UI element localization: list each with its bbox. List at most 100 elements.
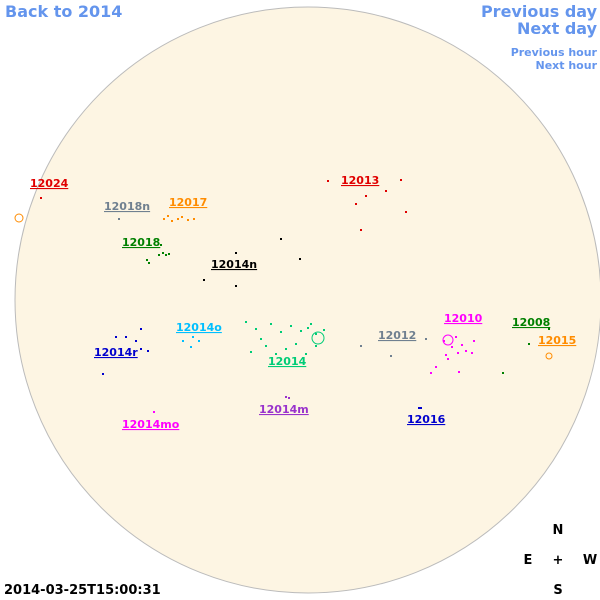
sunspot — [430, 372, 432, 374]
region-label[interactable]: 12014mo — [122, 418, 180, 431]
sunspot — [305, 353, 307, 355]
region-label[interactable]: 12008 — [512, 316, 550, 329]
sunspot — [548, 328, 550, 330]
sunspot — [418, 407, 420, 409]
timestamp: 2014-03-25T15:00:31 — [4, 583, 161, 598]
compass-east: E — [524, 553, 533, 568]
sunspot — [147, 350, 149, 352]
sunspot — [40, 197, 42, 199]
sunspot — [187, 219, 189, 221]
region-label[interactable]: 12014 — [268, 355, 307, 368]
compass-north: N — [553, 523, 564, 538]
sunspot — [455, 336, 457, 338]
compass-center: + — [553, 553, 564, 568]
sunspot — [165, 254, 167, 256]
sunspot — [146, 259, 148, 261]
region-label[interactable]: 12010 — [444, 312, 483, 325]
sunspot — [245, 321, 247, 323]
sunspot — [360, 229, 362, 231]
region-label[interactable]: 12014n — [211, 258, 257, 271]
sunspot — [405, 211, 407, 213]
sunspot — [288, 397, 290, 399]
sunspot — [420, 407, 422, 409]
region-label[interactable]: 12024 — [30, 177, 69, 190]
sunspot — [461, 344, 463, 346]
sunspot — [323, 329, 325, 331]
previous-day-link[interactable]: Previous day — [481, 2, 598, 21]
sunspot — [177, 218, 179, 220]
sunspot — [190, 346, 192, 348]
back-link[interactable]: Back to 2014 — [5, 2, 122, 21]
sunspot — [435, 366, 437, 368]
sunspot — [451, 346, 453, 348]
region-label[interactable]: 12018n — [104, 200, 150, 213]
sunspot — [385, 190, 387, 192]
sunspot — [365, 195, 367, 197]
sunspot — [425, 338, 427, 340]
sunspot — [285, 396, 287, 398]
sunspot — [471, 352, 473, 354]
sunspot — [300, 330, 302, 332]
sunspot — [250, 351, 252, 353]
sunspot — [260, 338, 262, 340]
compass-west: W — [583, 553, 597, 568]
region-label[interactable]: 12012 — [378, 329, 416, 342]
sunspot — [265, 345, 267, 347]
region-label[interactable]: 12014r — [94, 346, 138, 359]
sunspot — [502, 372, 504, 374]
sunspot — [447, 358, 449, 360]
region-label[interactable]: 12017 — [169, 196, 207, 209]
sunspot — [307, 327, 309, 329]
sunspot — [355, 203, 357, 205]
sunspot — [315, 345, 317, 347]
next-hour-link[interactable]: Next hour — [536, 59, 598, 72]
sunspot-umbra — [545, 352, 553, 360]
sunspot-umbra — [442, 334, 454, 346]
next-day-link[interactable]: Next day — [517, 19, 598, 38]
sunspot — [193, 218, 195, 220]
sunspot — [235, 285, 237, 287]
sunspot — [327, 180, 329, 182]
sunspot — [102, 373, 104, 375]
compass-south: S — [553, 583, 562, 598]
region-label[interactable]: 12018 — [122, 236, 160, 249]
sunspot — [310, 323, 312, 325]
sunspot — [140, 348, 142, 350]
sunspot — [162, 252, 164, 254]
sunspot — [315, 333, 317, 335]
sunspot — [182, 340, 184, 342]
sunspot — [125, 336, 127, 338]
sunspot — [181, 216, 183, 218]
sunspot — [280, 331, 282, 333]
sunspot — [465, 350, 467, 352]
sunspot — [153, 411, 155, 413]
sunspot — [158, 254, 160, 256]
sunspot-umbra — [14, 213, 24, 223]
sunspot — [167, 215, 169, 217]
region-label[interactable]: 12013 — [341, 174, 379, 187]
region-label[interactable]: 12014m — [259, 403, 309, 416]
sunspot — [198, 340, 200, 342]
sunspot — [163, 218, 165, 220]
sunspot — [473, 340, 475, 342]
previous-hour-link[interactable]: Previous hour — [511, 46, 598, 59]
sunspot — [168, 253, 170, 255]
sunspot — [255, 328, 257, 330]
region-label[interactable]: 12014o — [176, 321, 222, 334]
sunspot — [390, 355, 392, 357]
sunspot — [192, 336, 194, 338]
sunspot — [135, 340, 137, 342]
sunspot — [171, 220, 173, 222]
region-label[interactable]: 12016 — [407, 413, 446, 426]
sunspot — [280, 238, 282, 240]
region-label[interactable]: 12015 — [538, 334, 576, 347]
sunspot — [203, 279, 205, 281]
solar-disk — [14, 6, 600, 594]
sunspot — [360, 345, 362, 347]
sunspot — [270, 323, 272, 325]
sunspot — [148, 262, 150, 264]
sunspot — [290, 325, 292, 327]
sunspot — [445, 354, 447, 356]
